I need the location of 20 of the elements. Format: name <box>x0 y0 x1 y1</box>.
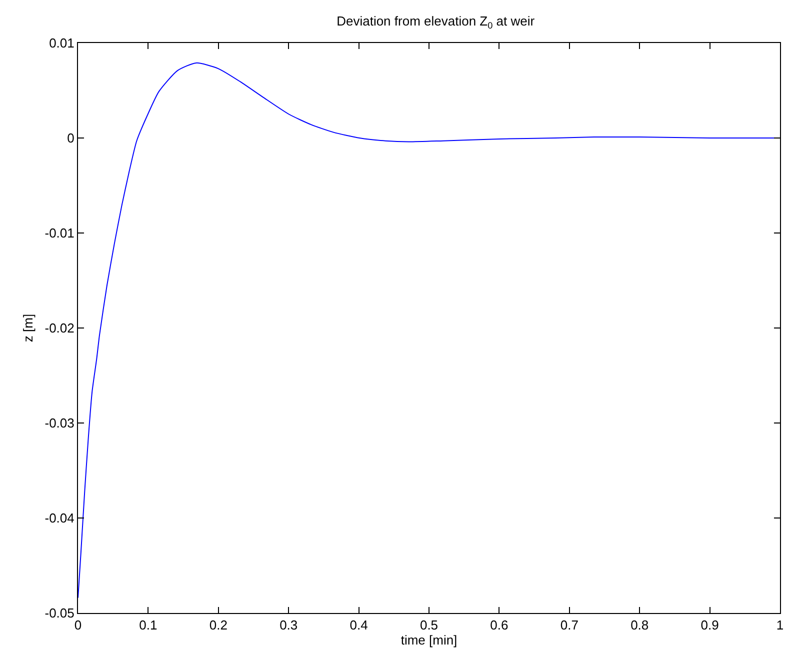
y-tick-label: 0.01 <box>49 36 74 51</box>
x-tick-label: 0.3 <box>280 618 298 633</box>
y-axis-title: z [m] <box>20 314 36 342</box>
y-tick-label: -0.04 <box>44 510 74 526</box>
y-tick-label: -0.05 <box>44 606 74 621</box>
x-tick-label: 0.2 <box>209 618 228 633</box>
x-tick-label: 0.8 <box>630 618 649 633</box>
x-tick-label: 0.9 <box>700 618 719 633</box>
x-tick-label: 0.1 <box>139 618 158 633</box>
x-axis-title: time [min] <box>400 632 458 648</box>
x-tick-label: 0.6 <box>490 618 508 633</box>
y-tick-label: -0.03 <box>44 416 74 431</box>
y-tick-label: -0.01 <box>44 226 74 241</box>
x-tick-label: 0.5 <box>420 618 438 633</box>
y-tick-label: 0 <box>67 130 74 146</box>
x-tick-label: 0.7 <box>560 618 578 633</box>
x-tick-label: 0.4 <box>350 618 368 633</box>
x-tick-label: 1 <box>776 618 784 633</box>
y-tick-label: -0.02 <box>44 320 74 336</box>
chart-title: Deviation from elevation Z$_{0}$ at weir <box>336 14 536 30</box>
